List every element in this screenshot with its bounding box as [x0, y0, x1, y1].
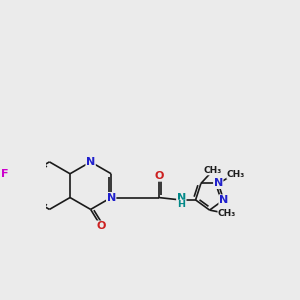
- Text: F: F: [2, 169, 9, 179]
- Text: O: O: [96, 221, 106, 231]
- Text: O: O: [154, 171, 164, 181]
- Text: CH₃: CH₃: [204, 166, 222, 175]
- Text: CH₃: CH₃: [227, 170, 245, 179]
- Text: N: N: [86, 157, 95, 167]
- Text: N: N: [219, 195, 228, 205]
- Text: N: N: [106, 193, 116, 202]
- Text: N: N: [214, 178, 223, 188]
- Text: H: H: [177, 200, 185, 209]
- Text: CH₃: CH₃: [218, 209, 236, 218]
- Text: N: N: [177, 193, 186, 202]
